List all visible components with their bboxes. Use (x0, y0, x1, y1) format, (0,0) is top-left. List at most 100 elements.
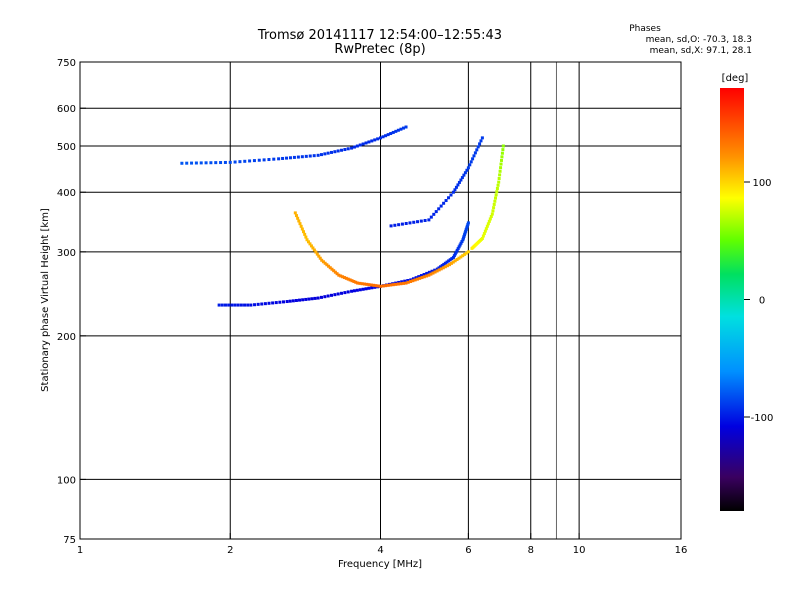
stats-x-mode: mean, sd,X: 97.1, 28.1 (650, 46, 752, 56)
echo-point (455, 248, 459, 252)
y-tick-label: 500 (57, 142, 76, 153)
echo-point (406, 280, 410, 284)
echo-point (363, 282, 367, 286)
echo-point (333, 293, 337, 297)
data-points (180, 125, 505, 307)
echo-point (483, 229, 487, 233)
echo-point (396, 282, 400, 286)
echo-point (419, 274, 423, 278)
echo-point (364, 287, 368, 291)
echo-point (460, 240, 464, 244)
echo-point (342, 276, 346, 280)
echo-point (445, 264, 449, 268)
echo-point (319, 295, 323, 299)
echo-point (350, 146, 354, 150)
echo-point (389, 132, 393, 136)
echo-point (472, 154, 476, 158)
echo-point (461, 238, 465, 242)
echo-point (465, 224, 469, 228)
y-tick-label: 600 (57, 104, 76, 115)
echo-point (243, 159, 247, 163)
echo-point (372, 283, 376, 287)
echo-point (307, 297, 311, 301)
echo-point (260, 302, 264, 306)
echo-point (321, 260, 325, 264)
echo-point (404, 281, 408, 285)
echo-point (294, 298, 298, 302)
echo-point (403, 279, 407, 283)
echo-point (343, 148, 347, 152)
echo-point (336, 149, 340, 153)
echo-point (423, 218, 427, 222)
echo-point (384, 134, 388, 138)
x-tick-label: 4 (377, 545, 383, 556)
echo-point (326, 294, 330, 298)
echo-point (339, 274, 343, 278)
echo-point (306, 240, 310, 244)
echo-point (252, 159, 256, 163)
echo-point (433, 270, 437, 274)
echo-point (463, 171, 467, 175)
echo-point (330, 267, 334, 271)
y-tick-label: 400 (57, 188, 76, 199)
echo-point (492, 206, 496, 210)
echo-point (466, 166, 470, 170)
echo-point (223, 160, 227, 164)
echo-point (190, 161, 194, 165)
echo-point (308, 154, 312, 158)
echo-point (397, 223, 401, 227)
echo-point (352, 145, 356, 149)
echo-point (408, 221, 412, 225)
echo-point (230, 303, 234, 307)
echo-point (454, 185, 458, 189)
echo-point (498, 169, 502, 173)
echo-point (319, 153, 323, 157)
echo-point (394, 129, 398, 133)
echo-point (443, 261, 447, 265)
echo-point (437, 266, 441, 270)
echo-point (300, 155, 304, 159)
echo-point (480, 236, 484, 240)
echo-point (310, 297, 314, 301)
echo-point (411, 279, 415, 283)
echo-point (296, 216, 300, 220)
echo-point (462, 234, 466, 238)
echo-point (465, 168, 469, 172)
echo-point (288, 299, 292, 303)
colorbar-tick-label: 0 (759, 296, 765, 307)
echo-point (246, 303, 250, 307)
echo-point (441, 266, 445, 270)
echo-point (219, 161, 223, 165)
echo-point (457, 256, 461, 260)
echo-point (238, 160, 242, 164)
echo-point (469, 160, 473, 164)
echo-point (376, 284, 380, 288)
echo-point (333, 270, 337, 274)
echo-point (484, 227, 488, 231)
echo-point (476, 145, 480, 149)
echo-point (236, 303, 240, 307)
echo-point (358, 143, 362, 147)
echo-point (304, 154, 308, 158)
echo-point (459, 255, 463, 259)
echo-point (495, 187, 499, 191)
echo-point (379, 284, 382, 288)
echo-point (180, 161, 184, 165)
colorbar-tick-label: -100 (751, 413, 774, 424)
colorbar (720, 88, 744, 511)
x-tick-label: 2 (227, 545, 233, 556)
echo-point (335, 272, 339, 276)
echo-point (327, 264, 331, 268)
echo-point (459, 178, 463, 182)
echo-point (354, 280, 358, 284)
echo-point (336, 292, 340, 296)
echo-point (494, 193, 498, 197)
echo-point (401, 281, 405, 285)
echo-point (493, 196, 497, 200)
echo-point (457, 180, 461, 184)
echo-point (404, 125, 408, 129)
echo-point (263, 302, 267, 306)
echo-point (325, 263, 329, 267)
stats-o-mode: mean, sd,O: -70.3, 18.3 (646, 35, 752, 45)
